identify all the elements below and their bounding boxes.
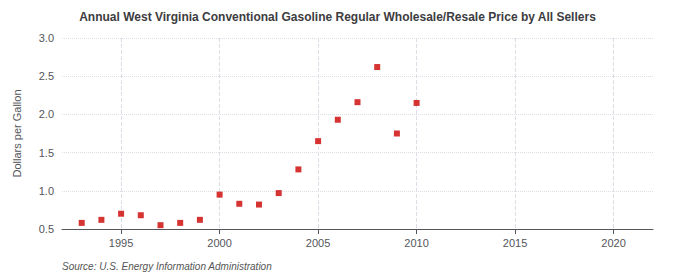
svg-text:2015: 2015: [503, 237, 527, 249]
svg-text:2010: 2010: [404, 237, 428, 249]
svg-text:Annual West Virginia Conventio: Annual West Virginia Conventional Gasoli…: [79, 10, 596, 24]
svg-text:2005: 2005: [306, 237, 330, 249]
svg-text:1.5: 1.5: [39, 147, 54, 159]
svg-text:2000: 2000: [207, 237, 231, 249]
svg-text:3.0: 3.0: [39, 32, 54, 44]
svg-text:Source: U.S. Energy Informatio: Source: U.S. Energy Information Administ…: [62, 261, 272, 272]
svg-text:Dollars per Gallon: Dollars per Gallon: [11, 89, 23, 177]
svg-text:2.5: 2.5: [39, 70, 54, 82]
svg-text:1995: 1995: [109, 237, 133, 249]
svg-text:0.5: 0.5: [39, 223, 54, 235]
svg-text:1.0: 1.0: [39, 185, 54, 197]
svg-text:2.0: 2.0: [39, 108, 54, 120]
svg-text:2020: 2020: [601, 237, 625, 249]
